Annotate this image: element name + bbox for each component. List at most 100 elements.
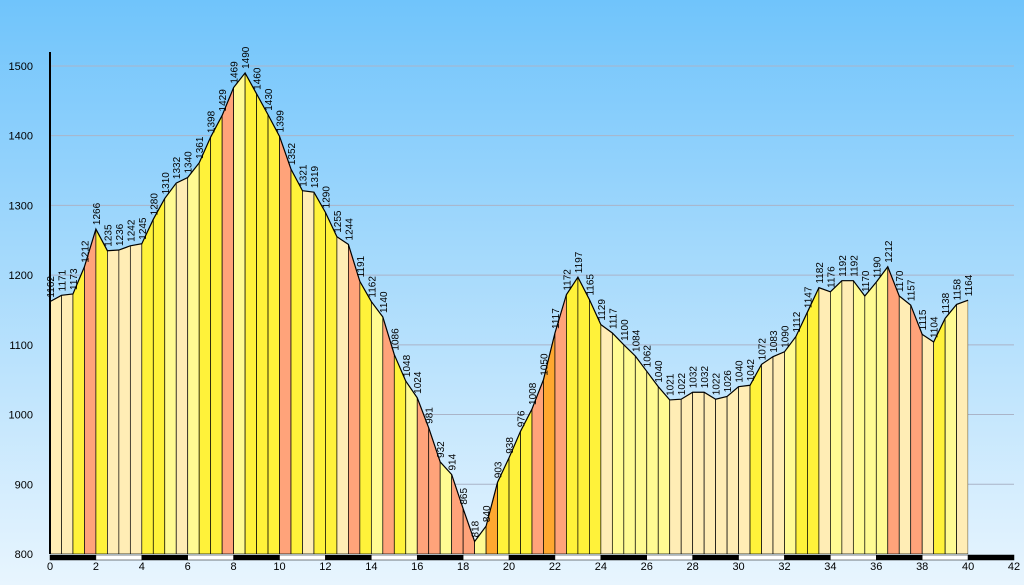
- x-scale-band: [738, 554, 785, 561]
- elevation-value-label: 1244: [344, 218, 355, 241]
- elevation-value-label: 903: [494, 461, 505, 478]
- x-tick-label: 12: [319, 561, 331, 573]
- elevation-value-label: 1032: [700, 366, 711, 389]
- y-tick-label: 1200: [9, 270, 33, 282]
- y-tick-label: 800: [15, 549, 33, 561]
- x-scale-band: [646, 554, 693, 561]
- x-tick-label: 10: [273, 561, 285, 573]
- elevation-value-label: 1340: [184, 151, 195, 174]
- profile-line: [49, 71, 969, 543]
- elevation-value-label: 976: [517, 410, 528, 427]
- x-scale-band: [233, 554, 280, 561]
- elevation-value-label: 1032: [689, 366, 700, 389]
- elevation-value-label: 1398: [207, 110, 218, 133]
- x-scale-band: [279, 554, 326, 561]
- elevation-value-label: 1100: [620, 319, 631, 341]
- elevation-value-label: 1021: [666, 373, 677, 396]
- x-tick-label: 14: [365, 561, 377, 573]
- x-scale-band: [49, 554, 97, 561]
- x-tick-label: 8: [231, 561, 237, 573]
- elevation-value-label: 1170: [895, 270, 906, 292]
- elevation-value-label: 1245: [138, 217, 149, 240]
- elevation-value-label: 1084: [631, 329, 642, 352]
- x-tick-label: 30: [732, 561, 744, 573]
- elevation-value-label: 1117: [551, 308, 562, 329]
- elevation-value-label: 1430: [264, 88, 275, 111]
- elevation-value-label: 1242: [126, 219, 137, 242]
- elevation-value-label: 1321: [298, 164, 309, 187]
- x-tick-label: 18: [457, 561, 469, 573]
- x-scale-band: [784, 554, 831, 561]
- elevation-value-label: 1129: [597, 299, 608, 321]
- elevation-value-label: 1112: [792, 311, 803, 332]
- elevation-value-label: 1460: [253, 67, 264, 90]
- elevation-value-label: 1172: [562, 269, 573, 291]
- elevation-value-label: 1191: [356, 255, 367, 277]
- elevation-value-label: 840: [482, 505, 493, 522]
- elevation-value-label: 914: [448, 453, 459, 470]
- elevation-value-label: 1083: [769, 330, 780, 353]
- elevation-value-label: 1090: [780, 325, 791, 348]
- elevation-value-label: 1162: [367, 276, 378, 298]
- elevation-value-label: 1170: [861, 270, 872, 292]
- profile-line-group: [49, 71, 969, 543]
- x-scale-band: [921, 554, 969, 561]
- elevation-value-label: 1026: [723, 370, 734, 393]
- elevation-value-label: 1086: [390, 328, 401, 351]
- x-scale-band: [325, 554, 372, 561]
- x-scale-band: [967, 554, 1015, 561]
- elevation-value-label: 1164: [964, 274, 975, 296]
- elevation-value-label: 981: [425, 407, 436, 424]
- elevation-value-label: 1050: [539, 353, 550, 376]
- segment-fills: [50, 72, 969, 555]
- x-tick-label: 2: [93, 561, 99, 573]
- elevation-value-label: 1429: [218, 89, 229, 112]
- x-scale-band: [416, 554, 464, 561]
- elevation-value-label: 1171: [57, 269, 68, 291]
- elevation-value-label: 1182: [815, 262, 826, 284]
- y-tick-label: 900: [15, 479, 33, 491]
- x-scale-band: [371, 554, 418, 561]
- elevation-value-label: 1190: [872, 256, 883, 278]
- y-tick-label: 1100: [9, 340, 33, 352]
- x-tick-label: 26: [641, 561, 653, 573]
- x-scale-band: [692, 554, 739, 561]
- elevation-value-label: 1280: [149, 193, 160, 216]
- x-tick-label: 40: [962, 561, 974, 573]
- elevation-value-label: 1399: [276, 110, 287, 133]
- elevation-value-label: 1158: [953, 278, 964, 300]
- x-scale-band: [508, 554, 556, 561]
- elevation-value-label: 1024: [413, 371, 424, 394]
- elevation-value-label: 1048: [402, 354, 413, 377]
- elevation-value-label: 1469: [230, 61, 241, 84]
- x-tick-label: 38: [916, 561, 928, 573]
- elevation-value-label: 1266: [92, 202, 103, 225]
- elevation-value-label: 1008: [528, 382, 539, 405]
- elevation-value-label: 1255: [333, 210, 344, 233]
- elevation-value-label: 1140: [379, 291, 390, 313]
- elevation-value-label: 1212: [80, 240, 91, 263]
- x-scale-band: [462, 554, 510, 561]
- elevation-value-label: 938: [505, 437, 516, 454]
- elevation-value-label: 1173: [69, 268, 80, 290]
- x-tick-label: 4: [139, 561, 145, 573]
- x-tick-label: 34: [824, 561, 836, 573]
- x-tick-label: 6: [185, 561, 191, 573]
- elevation-value-label: 1117: [608, 308, 619, 329]
- elevation-value-label: 1192: [849, 255, 860, 277]
- x-scale-band: [600, 554, 648, 561]
- y-tick-label: 1500: [9, 61, 33, 73]
- elevation-value-label: 1157: [907, 279, 918, 301]
- elevation-value-label: 1147: [803, 286, 814, 308]
- elevation-value-label: 1040: [735, 360, 746, 383]
- elevation-value-label: 818: [471, 520, 482, 537]
- elevation-value-label: 1319: [310, 165, 321, 188]
- elevation-value-label: 1162: [46, 276, 57, 298]
- segment-fill: [244, 72, 257, 555]
- y-tick-label: 1000: [9, 410, 33, 422]
- x-scale-band: [830, 554, 877, 561]
- x-tick-label: 0: [47, 561, 53, 573]
